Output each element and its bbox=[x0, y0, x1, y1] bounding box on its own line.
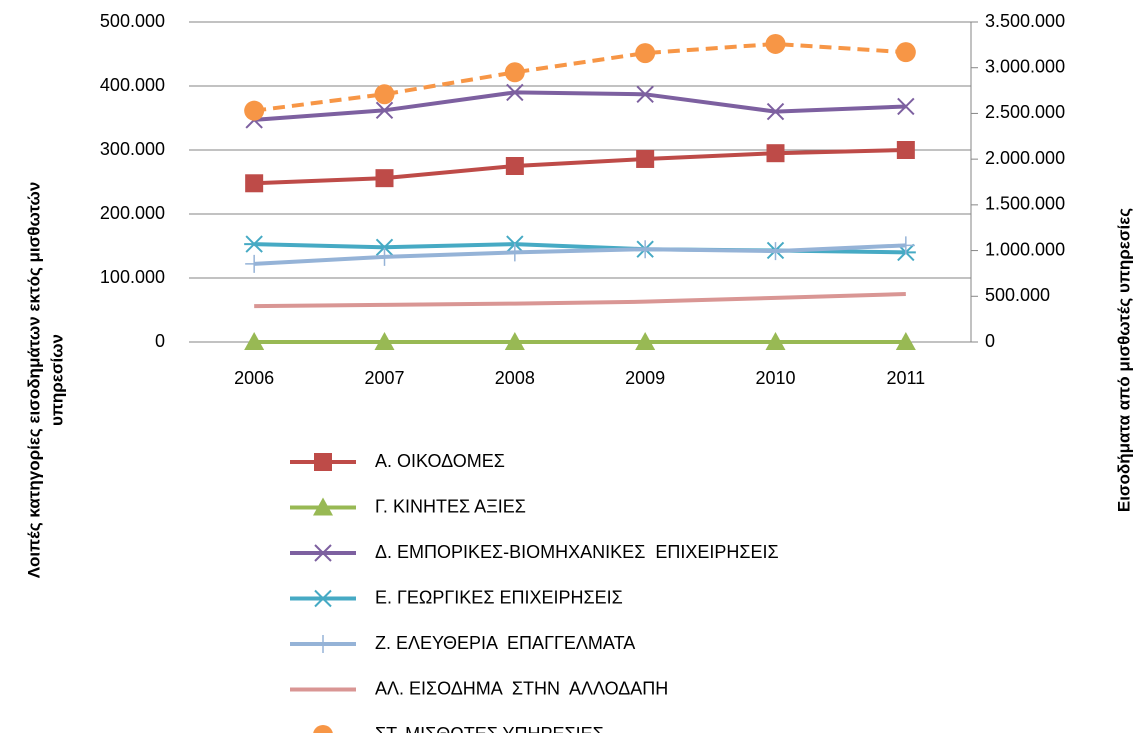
x-tick-label: 2011 bbox=[886, 368, 925, 388]
y2-tick-label: 2.500.000 bbox=[985, 102, 1065, 122]
y2-tick-label: 1.500.000 bbox=[985, 194, 1065, 214]
marker bbox=[374, 84, 395, 105]
marker bbox=[766, 102, 785, 121]
marker bbox=[245, 254, 264, 273]
marker bbox=[314, 453, 332, 471]
x-tick-label: 2007 bbox=[364, 368, 404, 388]
y-tick-label: 100.000 bbox=[100, 267, 165, 287]
marker bbox=[375, 169, 394, 188]
marker bbox=[314, 544, 332, 562]
x-tick-label: 2010 bbox=[755, 368, 795, 388]
marker bbox=[635, 43, 656, 64]
marker bbox=[375, 101, 394, 120]
series-line bbox=[254, 243, 906, 266]
marker bbox=[896, 141, 915, 159]
y-tick-label: 0 bbox=[155, 331, 165, 351]
y-tick-label: 300.000 bbox=[100, 139, 165, 159]
x-tick-label: 2009 bbox=[625, 368, 665, 388]
y-tick-label: 500.000 bbox=[100, 11, 165, 31]
series-line bbox=[254, 148, 906, 186]
y-axis-title: υπηρεσίων bbox=[47, 334, 66, 426]
series-line bbox=[254, 90, 906, 122]
marker bbox=[636, 149, 655, 168]
legend-label: Γ. ΚΙΝΗΤΕΣ ΑΞΙΕΣ bbox=[375, 496, 526, 516]
marker bbox=[244, 100, 265, 121]
y2-tick-label: 0 bbox=[985, 331, 995, 351]
legend-label: ΑΛ. ΕΙΣΟΔΗΜΑ ΣΤΗΝ ΑΛΛΟΔΑΠΗ bbox=[375, 678, 668, 698]
y2-tick-label: 3.000.000 bbox=[985, 56, 1065, 76]
marker bbox=[313, 497, 333, 516]
marker bbox=[504, 62, 525, 83]
marker bbox=[765, 33, 786, 54]
marker bbox=[506, 83, 524, 102]
marker bbox=[897, 97, 915, 116]
marker bbox=[375, 247, 394, 266]
marker bbox=[505, 243, 524, 262]
marker bbox=[244, 332, 265, 350]
marker bbox=[895, 332, 916, 350]
marker bbox=[504, 332, 525, 350]
marker bbox=[766, 242, 785, 261]
marker bbox=[636, 240, 655, 259]
x-tick-label: 2008 bbox=[495, 368, 535, 388]
marker bbox=[374, 238, 395, 256]
y2-tick-label: 2.000.000 bbox=[985, 148, 1065, 168]
marker bbox=[313, 589, 333, 608]
marker bbox=[505, 157, 524, 175]
series-line bbox=[253, 41, 906, 113]
marker bbox=[313, 725, 333, 733]
series-line bbox=[254, 292, 906, 309]
marker bbox=[314, 635, 332, 653]
marker bbox=[766, 144, 785, 163]
marker bbox=[636, 85, 654, 104]
y2-tick-label: 1.000.000 bbox=[985, 239, 1065, 259]
x-tick-label: 2006 bbox=[234, 368, 274, 388]
y2-tick-label: 500.000 bbox=[985, 285, 1050, 305]
y2-axis-title: Εισοδήματα από μισθωτές υπηρεσίες bbox=[1114, 208, 1133, 512]
y2-tick-label: 3.500.000 bbox=[985, 11, 1065, 31]
legend-label: Α. ΟΙΚΟΔΟΜΕΣ bbox=[375, 451, 505, 471]
legend-label: Δ. ΕΜΠΟΡΙΚΕΣ-ΒΙΟΜΗΧΑΝΙΚΕΣ ΕΠΙΧΕΙΡΗΣΕΙΣ bbox=[375, 542, 779, 562]
legend-label: Ε. ΓΕΩΡΓΙΚΕΣ ΕΠΙΧΕΙΡΗΣΕΙΣ bbox=[375, 587, 623, 607]
y-axis-title: Λοιπές κατηγορίες εισοδημάτων εκτός μισθ… bbox=[24, 182, 43, 579]
legend-label: ΣΤ. ΜΙΣΘΩΤΕΣ ΥΠΗΡΕΣΙΕΣ bbox=[375, 724, 604, 733]
marker bbox=[635, 332, 656, 350]
y-tick-label: 200.000 bbox=[100, 203, 165, 223]
marker bbox=[244, 235, 265, 253]
marker bbox=[896, 236, 915, 255]
legend-label: Ζ. ΕΛΕΥΘΕΡΙΑ ΕΠΑΓΓΕΛΜΑΤΑ bbox=[375, 633, 635, 653]
marker bbox=[374, 332, 395, 350]
y-tick-label: 400.000 bbox=[100, 75, 165, 95]
marker bbox=[895, 42, 916, 63]
marker bbox=[765, 332, 786, 350]
marker bbox=[245, 174, 264, 193]
